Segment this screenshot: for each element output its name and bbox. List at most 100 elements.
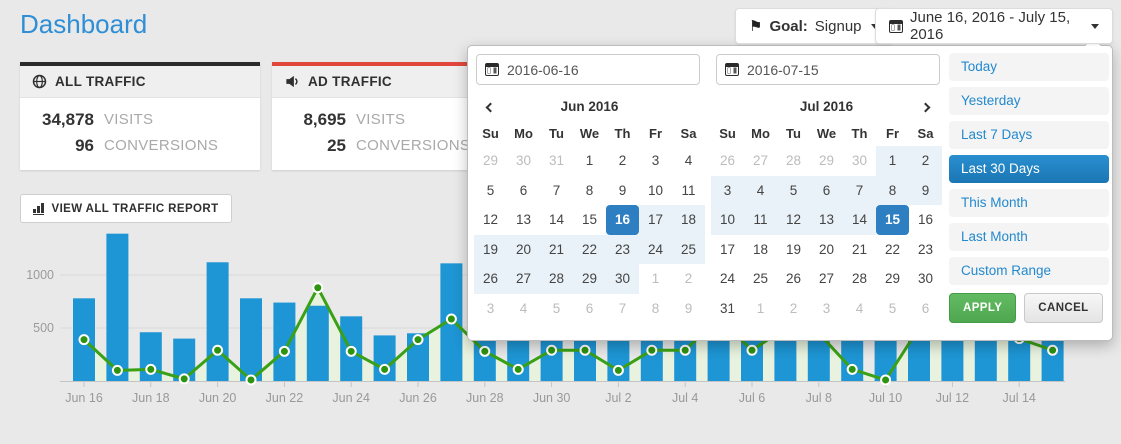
calendar-day[interactable]: 20 xyxy=(507,234,540,264)
next-month-button[interactable] xyxy=(916,97,938,117)
calendar-day[interactable]: 3 xyxy=(651,153,660,169)
calendar-day[interactable]: 13 xyxy=(810,205,843,235)
prev-month-button[interactable] xyxy=(478,97,500,117)
calendar-day[interactable]: 30 xyxy=(851,153,868,169)
calendar-day[interactable]: 29 xyxy=(482,153,499,169)
preset-item-yesterday[interactable]: Yesterday xyxy=(949,87,1109,115)
calendar-day[interactable]: 19 xyxy=(785,241,802,257)
view-all-traffic-report-button[interactable]: VIEW ALL TRAFFIC REPORT xyxy=(20,194,232,223)
calendar-day[interactable]: 10 xyxy=(711,205,744,235)
calendar-day[interactable]: 21 xyxy=(851,241,868,257)
calendar-day[interactable]: 1 xyxy=(585,153,594,169)
calendar-day[interactable]: 26 xyxy=(719,153,736,169)
date-range-button[interactable]: June 16, 2016 - July 15, 2016 xyxy=(875,8,1113,44)
calendar-day[interactable]: 18 xyxy=(672,205,705,235)
calendar-day[interactable]: 20 xyxy=(818,241,835,257)
calendar-day[interactable]: 16 xyxy=(917,212,934,228)
calendar-day[interactable]: 26 xyxy=(785,271,802,287)
preset-item-last-month[interactable]: Last Month xyxy=(949,223,1109,251)
calendar-day[interactable]: 1 xyxy=(651,271,660,287)
calendar-day[interactable]: 28 xyxy=(785,153,802,169)
calendar-day[interactable]: 30 xyxy=(917,271,934,287)
calendar-day[interactable]: 9 xyxy=(618,182,627,198)
calendar-day[interactable]: 26 xyxy=(474,264,507,294)
calendar-day[interactable]: 19 xyxy=(474,234,507,264)
calendar-day[interactable]: 21 xyxy=(540,234,573,264)
calendar-day[interactable]: 29 xyxy=(884,271,901,287)
calendar-day[interactable]: 22 xyxy=(884,241,901,257)
calendar-day[interactable]: 2 xyxy=(684,271,693,287)
calendar-day[interactable]: 3 xyxy=(486,300,495,316)
calendar-day[interactable]: 31 xyxy=(548,153,565,169)
preset-item-last-7-days[interactable]: Last 7 Days xyxy=(949,121,1109,149)
calendar-day[interactable]: 7 xyxy=(618,300,627,316)
calendar-day[interactable]: 18 xyxy=(752,241,769,257)
preset-item-this-month[interactable]: This Month xyxy=(949,189,1109,217)
calendar-day[interactable]: 6 xyxy=(519,182,528,198)
calendar-day[interactable]: 13 xyxy=(515,212,532,228)
calendar-day[interactable]: 2 xyxy=(618,153,627,169)
apply-button[interactable]: APPLY xyxy=(949,293,1017,323)
calendar-day[interactable]: 14 xyxy=(843,205,876,235)
calendar-day[interactable]: 2 xyxy=(789,300,798,316)
calendar-day[interactable]: 24 xyxy=(639,234,672,264)
calendar-day[interactable]: 2 xyxy=(909,146,942,176)
calendar-day[interactable]: 24 xyxy=(719,271,736,287)
calendar-day[interactable]: 8 xyxy=(876,175,909,205)
calendar-day[interactable]: 1 xyxy=(756,300,765,316)
calendar-day[interactable]: 4 xyxy=(744,175,777,205)
calendar-day[interactable]: 31 xyxy=(719,300,736,316)
calendar-day[interactable]: 6 xyxy=(810,175,843,205)
calendar-day[interactable]: 28 xyxy=(540,264,573,294)
end-date-input[interactable] xyxy=(716,54,940,85)
calendar-day[interactable]: 7 xyxy=(843,175,876,205)
calendar-day[interactable]: 11 xyxy=(744,205,777,235)
calendar-day[interactable]: 30 xyxy=(515,153,532,169)
calendar-day[interactable]: 9 xyxy=(684,300,693,316)
calendar-day[interactable]: 6 xyxy=(921,300,930,316)
calendar-day[interactable]: 5 xyxy=(777,175,810,205)
preset-item-today[interactable]: Today xyxy=(949,53,1109,81)
calendar-day[interactable]: 5 xyxy=(486,182,495,198)
calendar-day[interactable]: 10 xyxy=(647,182,664,198)
calendar-day[interactable]: 17 xyxy=(719,241,736,257)
calendar-day[interactable]: 4 xyxy=(855,300,864,316)
calendar-day[interactable]: 7 xyxy=(552,182,561,198)
calendar-day[interactable]: 29 xyxy=(573,264,606,294)
calendar-day[interactable]: 3 xyxy=(711,175,744,205)
calendar-day[interactable]: 28 xyxy=(851,271,868,287)
calendar-day[interactable]: 12 xyxy=(482,212,499,228)
calendar-day[interactable]: 27 xyxy=(507,264,540,294)
calendar-day[interactable]: 27 xyxy=(818,271,835,287)
calendar-day[interactable]: 22 xyxy=(573,234,606,264)
start-date-input[interactable] xyxy=(476,54,700,85)
calendar-day[interactable]: 25 xyxy=(672,234,705,264)
calendar-day[interactable]: 6 xyxy=(585,300,594,316)
calendar-day[interactable]: 27 xyxy=(752,153,769,169)
calendar-day[interactable]: 23 xyxy=(917,241,934,257)
preset-item-last-30-days[interactable]: Last 30 Days xyxy=(949,155,1109,183)
calendar-day[interactable]: 5 xyxy=(888,300,897,316)
goal-selector-button[interactable]: ⚑ Goal: Signup xyxy=(735,8,893,44)
calendar-day[interactable]: 23 xyxy=(606,234,639,264)
calendar-day[interactable]: 15 xyxy=(581,212,598,228)
calendar-day[interactable]: 16 xyxy=(606,205,639,235)
calendar-day[interactable]: 15 xyxy=(876,205,909,235)
calendar-day[interactable]: 30 xyxy=(606,264,639,294)
calendar-day[interactable]: 5 xyxy=(552,300,561,316)
calendar-day[interactable]: 25 xyxy=(752,271,769,287)
calendar-day[interactable]: 14 xyxy=(548,212,565,228)
cancel-button[interactable]: CANCEL xyxy=(1024,293,1103,323)
calendar-day[interactable]: 8 xyxy=(651,300,660,316)
calendar-day[interactable]: 8 xyxy=(585,182,594,198)
preset-item-custom-range[interactable]: Custom Range xyxy=(949,257,1109,285)
calendar-day[interactable]: 1 xyxy=(876,146,909,176)
calendar-day[interactable]: 3 xyxy=(822,300,831,316)
calendar-day[interactable]: 29 xyxy=(818,153,835,169)
calendar-day[interactable]: 11 xyxy=(681,182,696,198)
calendar-day[interactable]: 17 xyxy=(639,205,672,235)
calendar-day[interactable]: 12 xyxy=(777,205,810,235)
calendar-day[interactable]: 9 xyxy=(909,175,942,205)
calendar-day[interactable]: 4 xyxy=(519,300,528,316)
calendar-day[interactable]: 4 xyxy=(684,153,693,169)
